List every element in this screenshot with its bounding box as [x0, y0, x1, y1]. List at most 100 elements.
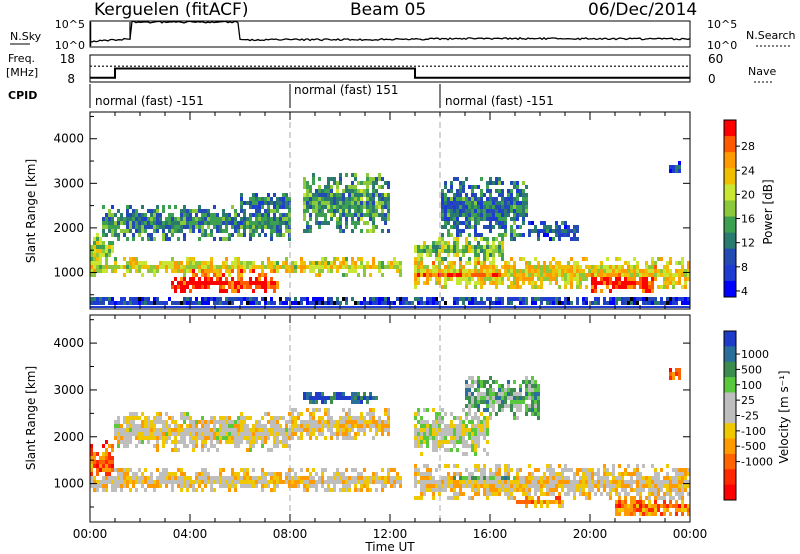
- power-cell: [459, 277, 462, 281]
- velocity-cell: [144, 420, 147, 424]
- velocity-cell: [141, 424, 144, 428]
- power-cell: [540, 273, 543, 277]
- velocity-cell: [543, 500, 546, 504]
- power-cell: [303, 209, 306, 213]
- velocity-cell: [375, 424, 378, 428]
- power-cell: [126, 209, 129, 213]
- power-cell: [120, 213, 123, 217]
- velocity-cell: [153, 428, 156, 432]
- power-cell: [324, 205, 327, 209]
- power-cell: [102, 301, 105, 305]
- power-cell: [588, 265, 591, 269]
- power-cell: [522, 193, 525, 197]
- power-cell: [234, 265, 237, 269]
- velocity-cell: [384, 428, 387, 432]
- velocity-cell: [306, 432, 309, 436]
- power-cell: [183, 221, 186, 225]
- velocity-cell: [660, 484, 663, 488]
- power-cell: [675, 281, 678, 285]
- power-cell: [372, 201, 375, 205]
- velocity-cell: [414, 424, 417, 428]
- power-cell: [201, 261, 204, 265]
- velocity-cell: [459, 416, 462, 420]
- power-cell: [447, 221, 450, 225]
- velocity-cell: [342, 488, 345, 492]
- power-cell: [495, 217, 498, 221]
- power-cell: [339, 205, 342, 209]
- velocity-cell: [423, 484, 426, 488]
- power-cell: [156, 229, 159, 233]
- velocity-cell: [237, 480, 240, 484]
- velocity-cell: [642, 508, 645, 512]
- velocity-cell: [489, 412, 492, 416]
- power-cell: [336, 301, 339, 305]
- power-cell: [345, 197, 348, 201]
- velocity-cell: [114, 432, 117, 436]
- power-cell: [495, 221, 498, 225]
- power-cell: [651, 281, 654, 285]
- power-cell: [483, 237, 486, 241]
- velocity-colorbar-swatch: [724, 377, 736, 393]
- velocity-cell: [639, 484, 642, 488]
- power-cell: [312, 181, 315, 185]
- cpid-segment-1: normal (fast) 151: [294, 83, 398, 97]
- velocity-cell: [141, 440, 144, 444]
- velocity-cell: [141, 472, 144, 476]
- velocity-cell: [273, 440, 276, 444]
- velocity-cell: [330, 396, 333, 400]
- velocity-cell: [471, 480, 474, 484]
- velocity-cell: [147, 416, 150, 420]
- velocity-cell: [471, 420, 474, 424]
- power-cell: [621, 269, 624, 273]
- power-cell: [177, 301, 180, 305]
- velocity-cell: [537, 468, 540, 472]
- power-cell: [492, 217, 495, 221]
- velocity-cell: [477, 396, 480, 400]
- velocity-cell: [570, 484, 573, 488]
- power-cell: [534, 281, 537, 285]
- power-cell: [264, 233, 267, 237]
- power-cell: [513, 277, 516, 281]
- power-cell: [237, 277, 240, 281]
- power-cell: [333, 301, 336, 305]
- velocity-cell: [483, 416, 486, 420]
- power-cell: [501, 265, 504, 269]
- power-cell: [456, 225, 459, 229]
- velocity-cell: [477, 468, 480, 472]
- power-cell: [237, 233, 240, 237]
- power-cell: [483, 249, 486, 253]
- velocity-cell: [447, 432, 450, 436]
- power-cell: [99, 257, 102, 261]
- velocity-cell: [195, 420, 198, 424]
- velocity-cell: [246, 436, 249, 440]
- power-cell: [465, 285, 468, 289]
- velocity-cell: [270, 420, 273, 424]
- power-cell: [354, 205, 357, 209]
- power-colorbar-swatch: [724, 200, 736, 218]
- velocity-cell: [156, 484, 159, 488]
- velocity-cell: [606, 472, 609, 476]
- power-cell: [492, 253, 495, 257]
- power-cell: [471, 269, 474, 273]
- velocity-cell: [264, 428, 267, 432]
- power-cell: [420, 301, 423, 305]
- power-cell: [222, 261, 225, 265]
- power-cell: [237, 281, 240, 285]
- power-cell: [240, 205, 243, 209]
- velocity-cell: [681, 512, 684, 516]
- velocity-cell: [171, 432, 174, 436]
- power-cell: [318, 193, 321, 197]
- velocity-cell: [171, 480, 174, 484]
- power-cell: [198, 205, 201, 209]
- velocity-cell: [525, 408, 528, 412]
- velocity-cell: [564, 480, 567, 484]
- velocity-cell: [645, 476, 648, 480]
- power-cell: [375, 301, 378, 305]
- velocity-cell: [267, 448, 270, 452]
- power-cell: [510, 233, 513, 237]
- velocity-cell: [525, 388, 528, 392]
- power-cell: [444, 245, 447, 249]
- power-cell: [162, 237, 165, 241]
- velocity-cell: [273, 436, 276, 440]
- velocity-cell: [483, 464, 486, 468]
